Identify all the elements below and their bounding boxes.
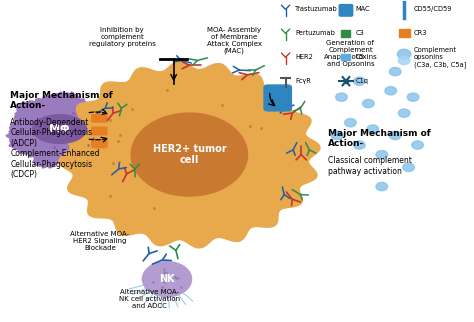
- Circle shape: [367, 125, 379, 133]
- Text: MΦ: MΦ: [49, 124, 70, 134]
- Circle shape: [131, 113, 247, 196]
- Circle shape: [398, 109, 410, 117]
- Bar: [341, 30, 350, 36]
- Circle shape: [397, 49, 411, 59]
- Text: HER2: HER2: [295, 54, 313, 60]
- Circle shape: [412, 141, 423, 149]
- Circle shape: [354, 77, 365, 85]
- Text: Alternative MOA-
HER2 Signaling
Blockade: Alternative MOA- HER2 Signaling Blockade: [70, 231, 129, 251]
- FancyBboxPatch shape: [339, 5, 353, 16]
- Text: Generation of
Complement
Anaphylotoxins
and Opsonins: Generation of Complement Anaphylotoxins …: [324, 40, 377, 67]
- Text: Trastuzumab: Trastuzumab: [295, 6, 338, 12]
- Text: MAC: MAC: [356, 6, 371, 12]
- Circle shape: [389, 131, 401, 140]
- Text: MOA- Assembly
of Membrane
Attack Complex
(MAC): MOA- Assembly of Membrane Attack Complex…: [207, 27, 262, 54]
- Text: FcγR: FcγR: [295, 78, 311, 84]
- Circle shape: [385, 87, 397, 95]
- Circle shape: [345, 118, 356, 127]
- FancyBboxPatch shape: [92, 140, 107, 147]
- Circle shape: [407, 93, 419, 101]
- Ellipse shape: [33, 115, 86, 143]
- Text: CD55/CD59: CD55/CD59: [414, 6, 452, 12]
- Text: Antibody-Dependent
Cellular-Phagocytosis
(ADCP)
Complement-Enhanced
Cellular-Pha: Antibody-Dependent Cellular-Phagocytosis…: [10, 118, 100, 179]
- Circle shape: [376, 150, 388, 159]
- Text: Alternative MOA-
NK cell activation
and ADCC: Alternative MOA- NK cell activation and …: [118, 289, 180, 309]
- Text: Classical complement
pathway activation: Classical complement pathway activation: [328, 156, 412, 175]
- FancyBboxPatch shape: [264, 85, 292, 111]
- Circle shape: [376, 182, 388, 191]
- Text: Major Mechanism of
Action-: Major Mechanism of Action-: [328, 129, 431, 148]
- Circle shape: [398, 56, 410, 65]
- Bar: [399, 30, 410, 37]
- Text: C1q: C1q: [356, 78, 369, 84]
- Text: HER2+ tumor
cell: HER2+ tumor cell: [153, 144, 226, 166]
- Text: NK: NK: [159, 274, 175, 284]
- Circle shape: [403, 163, 414, 172]
- Bar: [341, 54, 350, 61]
- Text: C3: C3: [356, 30, 365, 36]
- Polygon shape: [6, 92, 114, 168]
- Text: Inhibition by
complement
regulatory proteins: Inhibition by complement regulatory prot…: [89, 27, 155, 47]
- Polygon shape: [59, 62, 320, 248]
- FancyBboxPatch shape: [92, 114, 107, 122]
- Text: Complement
opsonins
(C3a, C3b, C5a]: Complement opsonins (C3a, C3b, C5a]: [414, 47, 466, 68]
- Circle shape: [142, 261, 191, 297]
- Circle shape: [389, 68, 401, 76]
- Circle shape: [363, 99, 374, 108]
- Text: CR3: CR3: [414, 30, 428, 36]
- Text: Major Mechanism of
Action-: Major Mechanism of Action-: [10, 91, 113, 110]
- FancyBboxPatch shape: [92, 127, 107, 135]
- Circle shape: [331, 131, 343, 140]
- Text: Pertuzumab: Pertuzumab: [295, 30, 335, 36]
- Circle shape: [354, 141, 365, 149]
- Text: C5: C5: [356, 54, 365, 60]
- Circle shape: [336, 93, 347, 101]
